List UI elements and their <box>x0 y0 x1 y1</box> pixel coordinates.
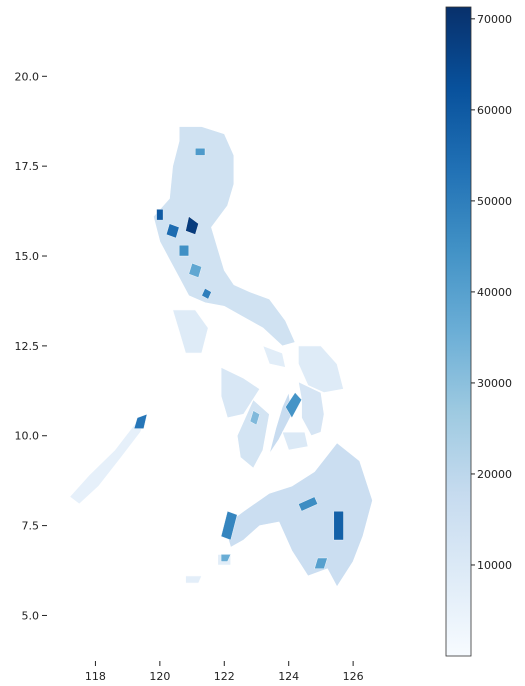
colorbar-tick-label: 70000 <box>477 13 512 26</box>
y-tick-label: 20.0 <box>15 70 40 83</box>
x-tick-label: 120 <box>149 670 170 683</box>
map-region-panay <box>220 366 261 419</box>
map-district-highlight <box>314 557 328 569</box>
map-district-highlight <box>178 244 190 257</box>
map-district-highlight <box>156 209 164 221</box>
map-district-highlight <box>285 392 302 419</box>
colorbar-tick-label: 30000 <box>477 377 512 390</box>
y-tick-label: 17.5 <box>15 160 40 173</box>
y-tick-label: 5.0 <box>22 609 40 622</box>
map-region-masbate <box>262 345 286 368</box>
y-tick-label: 7.5 <box>22 520 40 533</box>
x-tick-label: 124 <box>278 670 299 683</box>
map-region-leyte <box>298 381 325 437</box>
x-tick-label: 122 <box>214 670 235 683</box>
x-tick-label: 118 <box>85 670 106 683</box>
map-highlight-layer <box>133 147 344 569</box>
map-district-highlight <box>195 147 206 156</box>
map-region-negros <box>236 399 270 469</box>
map-district-highlight <box>249 410 260 426</box>
map-district-highlight <box>333 511 344 541</box>
map-region-luzon <box>153 126 296 347</box>
map-district-highlight <box>220 510 238 541</box>
y-tick-label: 15.0 <box>15 250 40 263</box>
map-region-samar <box>298 345 344 393</box>
y-tick-label: 10.0 <box>15 430 40 443</box>
y-axis: 5.0 7.5 10.0 12.5 15.0 17.5 20.0 <box>15 70 47 622</box>
map-region-sulu <box>185 575 203 584</box>
x-axis: 118 120 122 124 126 <box>85 661 364 683</box>
map-region-mindanao <box>223 442 373 588</box>
map-district-highlight <box>188 262 202 278</box>
map-region-mindoro <box>172 309 209 354</box>
colorbar-tick-label: 50000 <box>477 195 512 208</box>
map-district-highlight <box>133 413 148 429</box>
colorbar-tick-label: 60000 <box>477 104 512 117</box>
map-district-highlight <box>185 216 199 235</box>
colorbar-border <box>445 6 472 657</box>
map-district-highlight <box>220 554 232 562</box>
map-district-highlight <box>166 223 180 239</box>
colorbar-tick-label: 20000 <box>477 468 512 481</box>
colorbar-ticks: 10000 20000 30000 40000 50000 60000 70000 <box>471 13 512 572</box>
colorbar-tick-label: 10000 <box>477 559 512 572</box>
colorbar: 10000 20000 30000 40000 50000 60000 70000 <box>445 6 512 657</box>
y-tick-label: 12.5 <box>15 340 40 353</box>
x-tick-label: 126 <box>343 670 364 683</box>
map-district-highlight <box>201 288 212 300</box>
colorbar-tick-label: 40000 <box>477 286 512 299</box>
map-district-highlight <box>298 496 318 512</box>
map-region-layer <box>69 126 373 588</box>
colorbar-gradient <box>446 7 471 656</box>
map-region-bohol <box>281 431 309 451</box>
